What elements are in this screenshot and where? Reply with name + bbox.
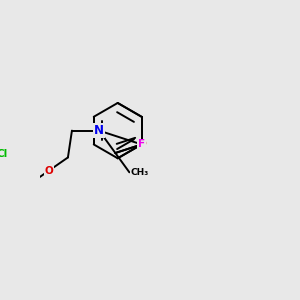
Text: F: F: [138, 140, 145, 149]
Text: F: F: [138, 140, 145, 149]
Text: CH₃: CH₃: [131, 168, 149, 177]
Text: N: N: [94, 124, 104, 137]
Text: O: O: [45, 166, 53, 176]
Text: O: O: [137, 140, 146, 149]
Text: F: F: [138, 140, 145, 149]
Text: Cl: Cl: [0, 149, 8, 159]
